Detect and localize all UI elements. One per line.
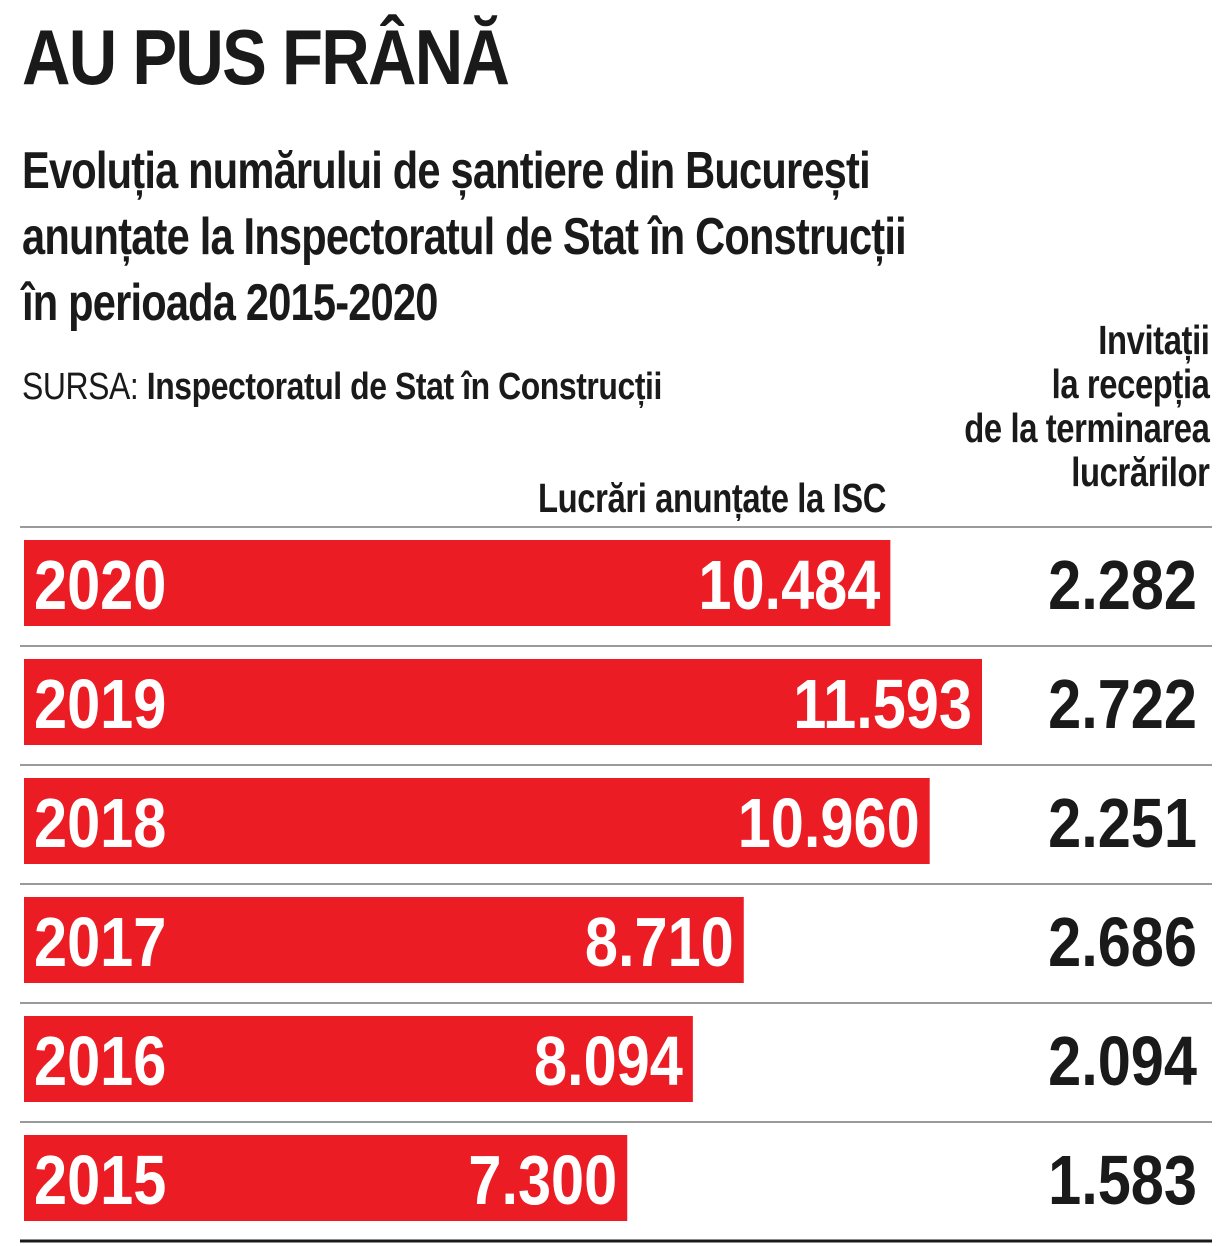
- subtitle-line-3: în perioada 2015-2020: [22, 274, 438, 332]
- chart-title: AU PUS FRÂNĂ: [22, 13, 510, 101]
- bar-2015: [24, 1135, 628, 1221]
- bar-2020: [24, 540, 891, 626]
- right-header-line-3: de la terminarea: [963, 405, 1210, 451]
- bar-value-2020: 10.484: [698, 545, 880, 624]
- right-header-line-2: la recepția: [1051, 361, 1209, 407]
- bar-value-2017: 8.710: [585, 902, 734, 981]
- reception-value-2017: 2.686: [1048, 902, 1197, 981]
- reception-value-2019: 2.722: [1048, 664, 1197, 743]
- bar-2016: [24, 1016, 693, 1102]
- bar-value-2019: 11.593: [793, 664, 972, 743]
- source-line: SURSA: Inspectoratul de Stat în Construc…: [22, 368, 662, 406]
- year-label-2018: 2018: [34, 783, 166, 862]
- source-label: SURSA:: [22, 366, 139, 408]
- bar-column-header: Lucrări anunțate la ISC: [537, 475, 886, 521]
- year-label-2016: 2016: [34, 1021, 166, 1100]
- source-name: Inspectoratul de Stat în Construcții: [146, 366, 663, 408]
- year-label-2019: 2019: [34, 664, 166, 743]
- bar-2018: [24, 778, 930, 864]
- reception-value-2018: 2.251: [1048, 783, 1197, 862]
- subtitle-line-2: anunțate la Inspectoratul de Stat în Con…: [22, 208, 907, 266]
- bar-2017: [24, 897, 744, 983]
- right-header-line-1: Invitații: [1097, 317, 1210, 363]
- bar-2019: [24, 659, 982, 745]
- right-column-header: Invitații la recepția de la terminarea l…: [963, 317, 1210, 495]
- bar-value-2016: 8.094: [534, 1021, 683, 1100]
- year-label-2020: 2020: [34, 545, 166, 624]
- subtitle-line-1: Evoluția numărului de șantiere din Bucur…: [22, 142, 871, 200]
- year-label-2015: 2015: [34, 1140, 166, 1219]
- bar-value-2015: 7.300: [468, 1140, 617, 1219]
- bar-value-2018: 10.960: [738, 783, 920, 862]
- right-header-line-4: lucrărilor: [1070, 449, 1210, 495]
- reception-value-2015: 1.583: [1048, 1140, 1197, 1219]
- chart-subtitle: Evoluția numărului de șantiere din Bucur…: [22, 138, 907, 336]
- year-label-2017: 2017: [34, 902, 166, 981]
- reception-value-2020: 2.282: [1048, 545, 1197, 624]
- reception-value-2016: 2.094: [1048, 1021, 1197, 1100]
